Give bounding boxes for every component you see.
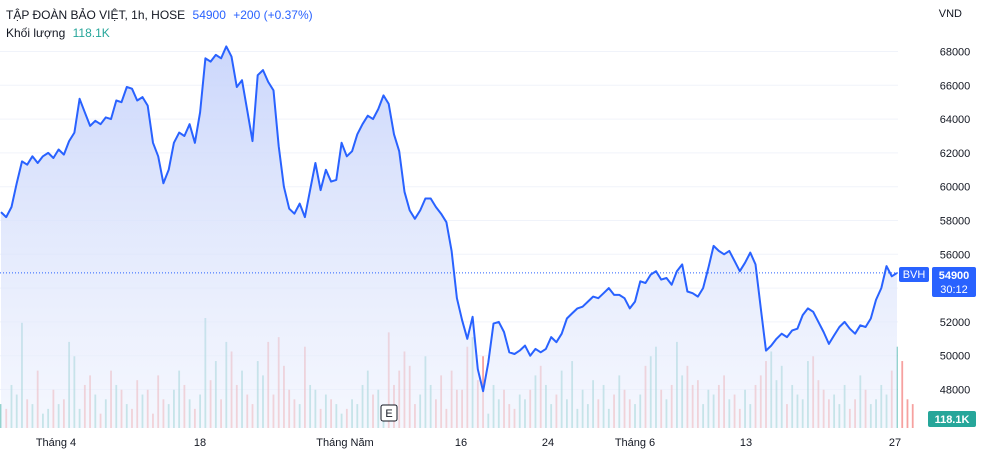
volume-bar: [0, 404, 2, 428]
y-tick-label: 68000: [940, 47, 971, 59]
volume-bar: [906, 399, 909, 428]
legend-main-row: TẬP ĐOÀN BẢO VIỆT, 1h, HOSE 54900 +200 (…: [6, 6, 313, 24]
y-tick-label: 64000: [940, 114, 971, 126]
x-tick-label: 24: [542, 437, 554, 449]
price-tag: BVH 54900 30:12: [899, 267, 976, 297]
volume-bar: [901, 361, 904, 428]
time-axis[interactable]: Tháng 4 18 Tháng Năm 16 24 Tháng 6 13 27: [36, 437, 901, 449]
price-tag-value: 54900: [939, 270, 970, 282]
price-line-layer: [0, 45, 898, 393]
y-tick-label: 60000: [940, 182, 971, 194]
x-tick-label: Tháng 6: [615, 437, 655, 449]
y-tick-label: 66000: [940, 80, 971, 92]
event-marker-label: E: [385, 408, 392, 420]
x-tick-label: 16: [455, 437, 467, 449]
y-tick-label: 58000: [940, 216, 971, 228]
legend-price: 54900: [192, 8, 226, 22]
x-tick-label: 18: [194, 437, 206, 449]
price-line[interactable]: [0, 45, 898, 393]
x-tick-label: 27: [889, 437, 901, 449]
symbol-title[interactable]: TẬP ĐOÀN BẢO VIỆT, 1h, HOSE: [6, 8, 186, 22]
volume-bar: [911, 404, 914, 428]
legend-volume-row: Khối lượng 118.1K: [6, 24, 313, 42]
currency-label: VND: [938, 8, 962, 20]
y-tick-label: 48000: [940, 385, 971, 397]
y-tick-label: 52000: [940, 317, 971, 329]
x-tick-label: Tháng Năm: [316, 437, 373, 449]
price-axis[interactable]: 4800050000520005400056000580006000062000…: [940, 47, 971, 397]
volume-tag-value: 118.1K: [935, 414, 970, 426]
event-marker[interactable]: E: [380, 404, 398, 422]
x-tick-label: 13: [740, 437, 752, 449]
volume-label[interactable]: Khối lượng: [6, 26, 66, 40]
x-tick-label: Tháng 4: [36, 437, 76, 449]
volume-tag: 118.1K: [928, 411, 976, 427]
y-tick-label: 50000: [940, 351, 971, 363]
y-tick-label: 62000: [940, 148, 971, 160]
chart-legend: TẬP ĐOÀN BẢO VIỆT, 1h, HOSE 54900 +200 (…: [6, 6, 313, 42]
price-tag-ticker: BVH: [903, 269, 926, 281]
y-tick-label: 56000: [940, 249, 971, 261]
legend-change: +200 (+0.37%): [233, 8, 313, 22]
volume-value: 118.1K: [72, 26, 110, 40]
price-tag-countdown: 30:12: [940, 284, 968, 296]
